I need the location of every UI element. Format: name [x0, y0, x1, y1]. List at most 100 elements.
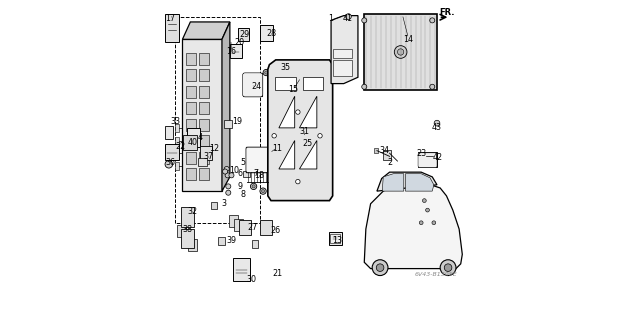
- Polygon shape: [300, 96, 317, 128]
- Circle shape: [226, 184, 231, 189]
- Bar: [177, 225, 186, 237]
- FancyBboxPatch shape: [246, 147, 269, 173]
- Circle shape: [296, 179, 300, 184]
- Circle shape: [346, 14, 351, 19]
- Bar: [333, 60, 351, 76]
- Text: 36: 36: [166, 158, 176, 167]
- Bar: [175, 162, 179, 170]
- Bar: [239, 219, 251, 235]
- Bar: [187, 128, 200, 147]
- Bar: [186, 168, 196, 180]
- Circle shape: [252, 185, 255, 188]
- Circle shape: [429, 18, 435, 23]
- Text: 39: 39: [227, 236, 237, 245]
- Bar: [260, 25, 273, 41]
- Polygon shape: [405, 174, 434, 191]
- Text: 8: 8: [240, 190, 245, 199]
- Text: 6: 6: [238, 169, 243, 178]
- Text: 7: 7: [253, 169, 259, 178]
- Text: 13: 13: [332, 236, 342, 245]
- Polygon shape: [364, 185, 462, 269]
- Bar: [199, 102, 209, 114]
- Circle shape: [260, 188, 266, 194]
- Bar: [199, 168, 209, 180]
- Bar: [218, 237, 225, 245]
- Circle shape: [224, 167, 229, 172]
- Bar: [233, 257, 250, 281]
- Bar: [165, 126, 173, 139]
- Bar: [238, 28, 249, 41]
- Text: 21: 21: [272, 269, 282, 278]
- Text: 18: 18: [254, 171, 264, 180]
- Text: 25: 25: [302, 139, 312, 148]
- Circle shape: [301, 132, 307, 138]
- Polygon shape: [182, 22, 230, 39]
- Bar: [186, 135, 196, 147]
- Circle shape: [419, 221, 423, 225]
- Text: 30: 30: [246, 275, 257, 284]
- Circle shape: [432, 221, 436, 225]
- Circle shape: [263, 69, 269, 76]
- Bar: [186, 86, 196, 98]
- Bar: [260, 220, 272, 235]
- Circle shape: [434, 120, 440, 126]
- Polygon shape: [222, 22, 230, 191]
- Bar: [418, 152, 437, 167]
- Circle shape: [362, 84, 367, 89]
- Text: 28: 28: [267, 28, 277, 38]
- Bar: [175, 124, 179, 132]
- Bar: [175, 137, 179, 144]
- Text: 26: 26: [271, 226, 281, 235]
- Circle shape: [444, 264, 452, 271]
- Bar: [186, 152, 196, 164]
- FancyBboxPatch shape: [243, 73, 263, 97]
- Text: 16: 16: [227, 48, 236, 56]
- Circle shape: [397, 49, 404, 55]
- Polygon shape: [300, 141, 317, 169]
- Bar: [333, 49, 351, 58]
- Bar: [200, 146, 212, 160]
- Text: 22: 22: [175, 142, 186, 151]
- Polygon shape: [382, 174, 404, 191]
- Polygon shape: [279, 141, 294, 169]
- Text: 34: 34: [380, 145, 390, 154]
- Circle shape: [296, 110, 300, 114]
- Text: 1: 1: [328, 14, 333, 23]
- Bar: [243, 171, 250, 177]
- Text: 19: 19: [232, 117, 242, 126]
- Circle shape: [229, 173, 234, 178]
- Bar: [275, 77, 296, 90]
- Text: 9: 9: [237, 182, 243, 191]
- Polygon shape: [364, 14, 437, 90]
- Text: 35: 35: [280, 63, 291, 72]
- Circle shape: [394, 46, 407, 58]
- Bar: [303, 77, 323, 90]
- Polygon shape: [165, 14, 179, 42]
- Bar: [186, 69, 196, 81]
- Circle shape: [225, 173, 230, 178]
- Text: 5: 5: [240, 158, 245, 167]
- Circle shape: [250, 183, 257, 189]
- Circle shape: [165, 160, 173, 168]
- Text: 29: 29: [239, 30, 249, 39]
- Text: 6V43-B1305E: 6V43-B1305E: [415, 271, 457, 277]
- Bar: [383, 150, 391, 160]
- Bar: [199, 135, 209, 147]
- Bar: [175, 149, 179, 157]
- Polygon shape: [279, 96, 294, 128]
- Bar: [188, 239, 197, 251]
- Text: 14: 14: [404, 35, 413, 44]
- Bar: [165, 144, 179, 160]
- Bar: [374, 148, 378, 152]
- Bar: [199, 69, 209, 81]
- Bar: [211, 202, 216, 209]
- FancyBboxPatch shape: [418, 153, 437, 167]
- Bar: [300, 144, 310, 157]
- Bar: [184, 135, 196, 150]
- Text: 27: 27: [247, 223, 257, 232]
- Text: 2: 2: [387, 158, 392, 167]
- Circle shape: [372, 260, 388, 276]
- Text: 37: 37: [204, 152, 214, 161]
- Bar: [199, 53, 209, 65]
- Text: 40: 40: [188, 137, 198, 147]
